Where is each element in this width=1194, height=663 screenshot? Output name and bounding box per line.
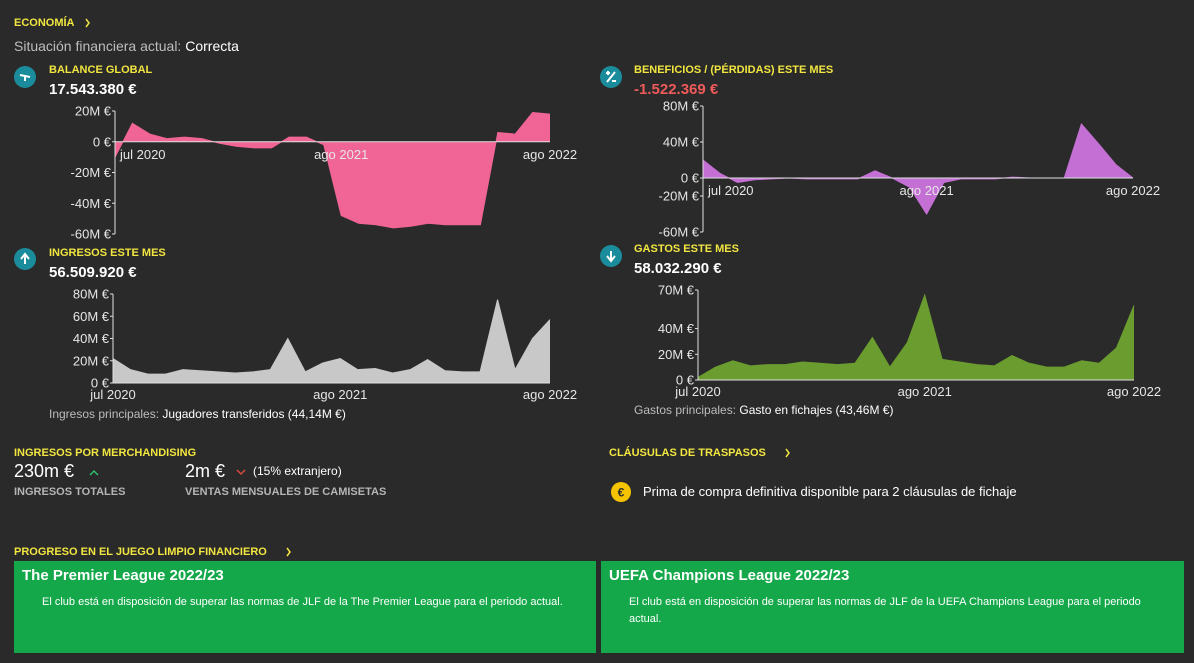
chart-value: 58.032.290 € xyxy=(634,260,722,277)
shirts-label: VENTAS MENSUALES DE CAMISETAS xyxy=(185,486,387,498)
ffp-card: UEFA Champions League 2022/23 El club es… xyxy=(601,561,1184,653)
clause-item: Prima de compra definitiva disponible pa… xyxy=(643,484,1017,499)
area-fill xyxy=(703,124,1133,214)
y-tick-label: 80M € xyxy=(663,99,700,114)
y-tick-label: 20M € xyxy=(75,104,112,119)
chart-title: GASTOS ESTE MES xyxy=(634,243,739,255)
y-tick-label: -40M € xyxy=(71,196,112,211)
icon-glyph xyxy=(606,71,616,83)
chevron xyxy=(785,448,790,458)
note-value: Gasto en fichajes (43,46M €) xyxy=(739,403,894,417)
section-title[interactable]: CLÁUSULAS DE TRASPASOS xyxy=(609,447,766,459)
y-tick-label: 40M € xyxy=(658,321,695,336)
card-text: El club está en disposición de superar l… xyxy=(42,596,563,608)
note: Gastos principales: Gasto en fichajes (4… xyxy=(634,403,893,417)
chart-value: 56.509.920 € xyxy=(49,264,137,281)
y-tick-label: -20M € xyxy=(71,165,112,180)
chart-title: INGRESOS ESTE MES xyxy=(49,247,166,259)
area-fill xyxy=(113,299,550,383)
section-title[interactable]: PROGRESO EN EL JUEGO LIMPIO FINANCIERO xyxy=(14,546,267,558)
y-tick-label: -60M € xyxy=(71,227,112,242)
x-tick-label: ago 2022 xyxy=(523,147,577,162)
status-value: Correcta xyxy=(185,38,239,54)
y-tick-label: 0 € xyxy=(681,171,700,186)
y-tick-label: 80M € xyxy=(73,287,110,302)
chevron xyxy=(85,18,90,28)
total-value: 230m € xyxy=(14,461,75,481)
up-caret xyxy=(89,470,99,476)
section-title[interactable]: ECONOMÍA xyxy=(14,17,75,29)
chevron xyxy=(286,547,291,557)
area-line xyxy=(697,293,1135,378)
x-tick-label: jul 2020 xyxy=(707,183,754,198)
x-tick-label: ago 2021 xyxy=(314,147,368,162)
area-line xyxy=(114,112,551,229)
x-tick-label: ago 2022 xyxy=(1106,183,1160,198)
shirts-note: (15% extranjero) xyxy=(253,464,342,478)
y-tick-label: -20M € xyxy=(659,189,700,204)
y-tick-label: 40M € xyxy=(73,331,110,346)
chart-value: 17.543.380 € xyxy=(49,81,137,98)
y-tick-label: 60M € xyxy=(73,309,110,324)
x-tick-label: ago 2022 xyxy=(523,387,577,402)
icon-glyph xyxy=(606,251,616,263)
area-fill xyxy=(698,295,1134,380)
card-text: El club está en disposición de superar l… xyxy=(629,596,1141,625)
note-label: Ingresos principales: xyxy=(49,407,160,421)
note-value: Jugadores transferidos (44,14M €) xyxy=(162,407,346,421)
y-tick-label: 20M € xyxy=(658,347,695,362)
euro-glyph: € xyxy=(618,486,625,500)
y-tick-label: 70M € xyxy=(658,283,695,298)
card-title: The Premier League 2022/23 xyxy=(22,567,224,584)
area-line xyxy=(112,299,551,375)
area-fill xyxy=(115,112,550,228)
y-tick-label: 40M € xyxy=(663,135,700,150)
status-label: Situación financiera actual: xyxy=(14,38,182,54)
ffp-card: The Premier League 2022/23 El club está … xyxy=(14,561,596,653)
x-tick-label: ago 2021 xyxy=(313,387,367,402)
chart-title: BENEFICIOS / (PÉRDIDAS) ESTE MES xyxy=(634,64,834,76)
euro-icon xyxy=(611,482,631,502)
x-tick-label: jul 2020 xyxy=(119,147,166,162)
y-tick-label: 20M € xyxy=(73,353,110,368)
card-title: UEFA Champions League 2022/23 xyxy=(609,567,850,584)
x-tick-label: jul 2020 xyxy=(89,387,136,402)
icon-glyph xyxy=(19,74,31,81)
y-tick-label: 0 € xyxy=(93,134,112,149)
x-tick-label: jul 2020 xyxy=(674,384,721,399)
total-label: INGRESOS TOTALES xyxy=(14,486,126,498)
x-tick-label: ago 2021 xyxy=(898,384,952,399)
y-tick-label: 0 € xyxy=(91,376,110,391)
x-tick-label: ago 2021 xyxy=(899,183,953,198)
y-tick-label: 0 € xyxy=(676,373,695,388)
note-label: Gastos principales: xyxy=(634,403,737,417)
section-title: INGRESOS POR MERCHANDISING xyxy=(14,447,197,459)
chart-title: BALANCE GLOBAL xyxy=(49,64,153,76)
down-caret xyxy=(236,469,246,475)
note: Ingresos principales: Jugadores transfer… xyxy=(49,407,346,421)
icon-glyph xyxy=(20,252,30,264)
y-tick-label: -60M € xyxy=(659,225,700,240)
shirts-value: 2m € xyxy=(185,461,226,481)
x-tick-label: ago 2022 xyxy=(1107,384,1161,399)
chart-value: -1.522.369 € xyxy=(634,81,719,98)
